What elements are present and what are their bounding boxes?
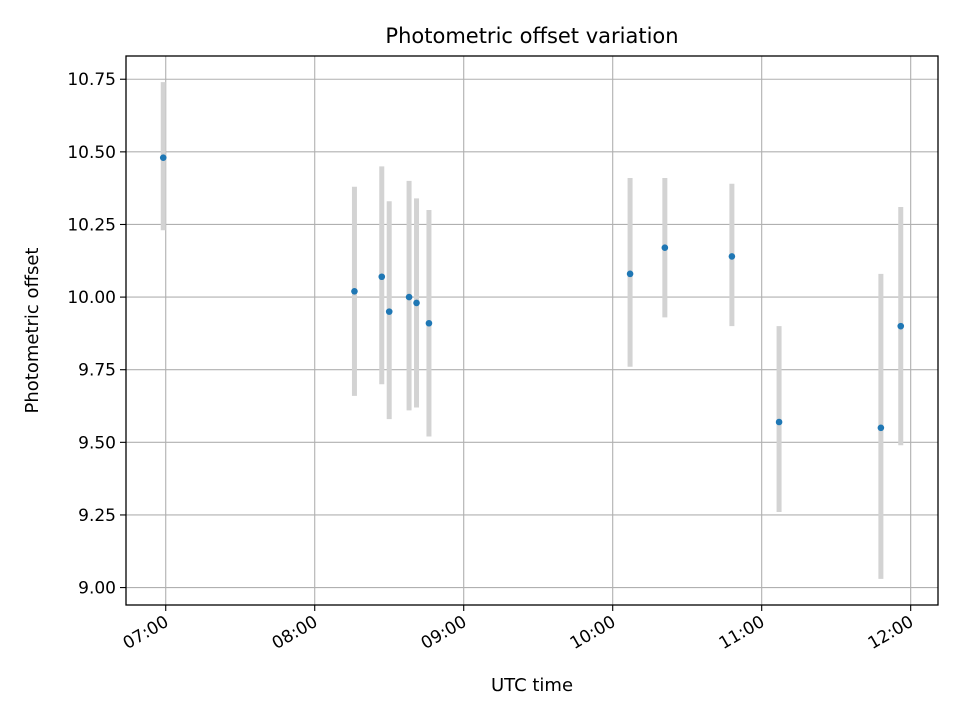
x-tick-label: 09:00 [418,612,470,654]
x-axis: 07:00 08:00 09:00 10:00 11:00 12:00 [120,605,917,654]
data-point [378,273,386,281]
chart-title: Photometric offset variation [385,24,678,48]
data-points [159,154,905,432]
data-point [351,287,358,295]
y-tick-label: 10.50 [67,143,116,163]
data-point [405,293,413,301]
data-point [425,319,433,327]
y-tick-label: 10.75 [67,70,116,90]
data-point [728,253,736,260]
data-point [775,418,783,426]
data-point [626,270,634,278]
data-point [661,244,669,252]
grid [126,56,938,605]
data-point [897,322,905,330]
y-tick-label: 10.25 [67,215,116,235]
y-tick-label: 9.25 [78,506,116,526]
data-point [385,308,393,315]
y-axis: 9.00 9.25 9.50 9.75 10.00 10.25 10.50 10.75 [67,70,126,599]
x-tick-label: 07:00 [120,612,172,654]
y-tick-label: 9.50 [78,433,116,453]
x-tick-label: 08:00 [269,612,321,654]
data-point [159,154,167,161]
error-bars [160,82,904,579]
data-point [413,299,420,307]
x-tick-label: 12:00 [865,612,917,654]
y-tick-label: 9.00 [78,579,116,599]
plot-frame [125,55,939,606]
x-tick-label: 11:00 [716,612,768,654]
y-tick-label: 9.75 [78,361,116,381]
x-tick-label: 10:00 [567,612,619,654]
y-tick-label: 10.00 [67,288,116,308]
x-axis-title: UTC time [491,675,573,696]
data-point [877,424,885,432]
y-axis-title: Photometric offset [22,248,43,414]
